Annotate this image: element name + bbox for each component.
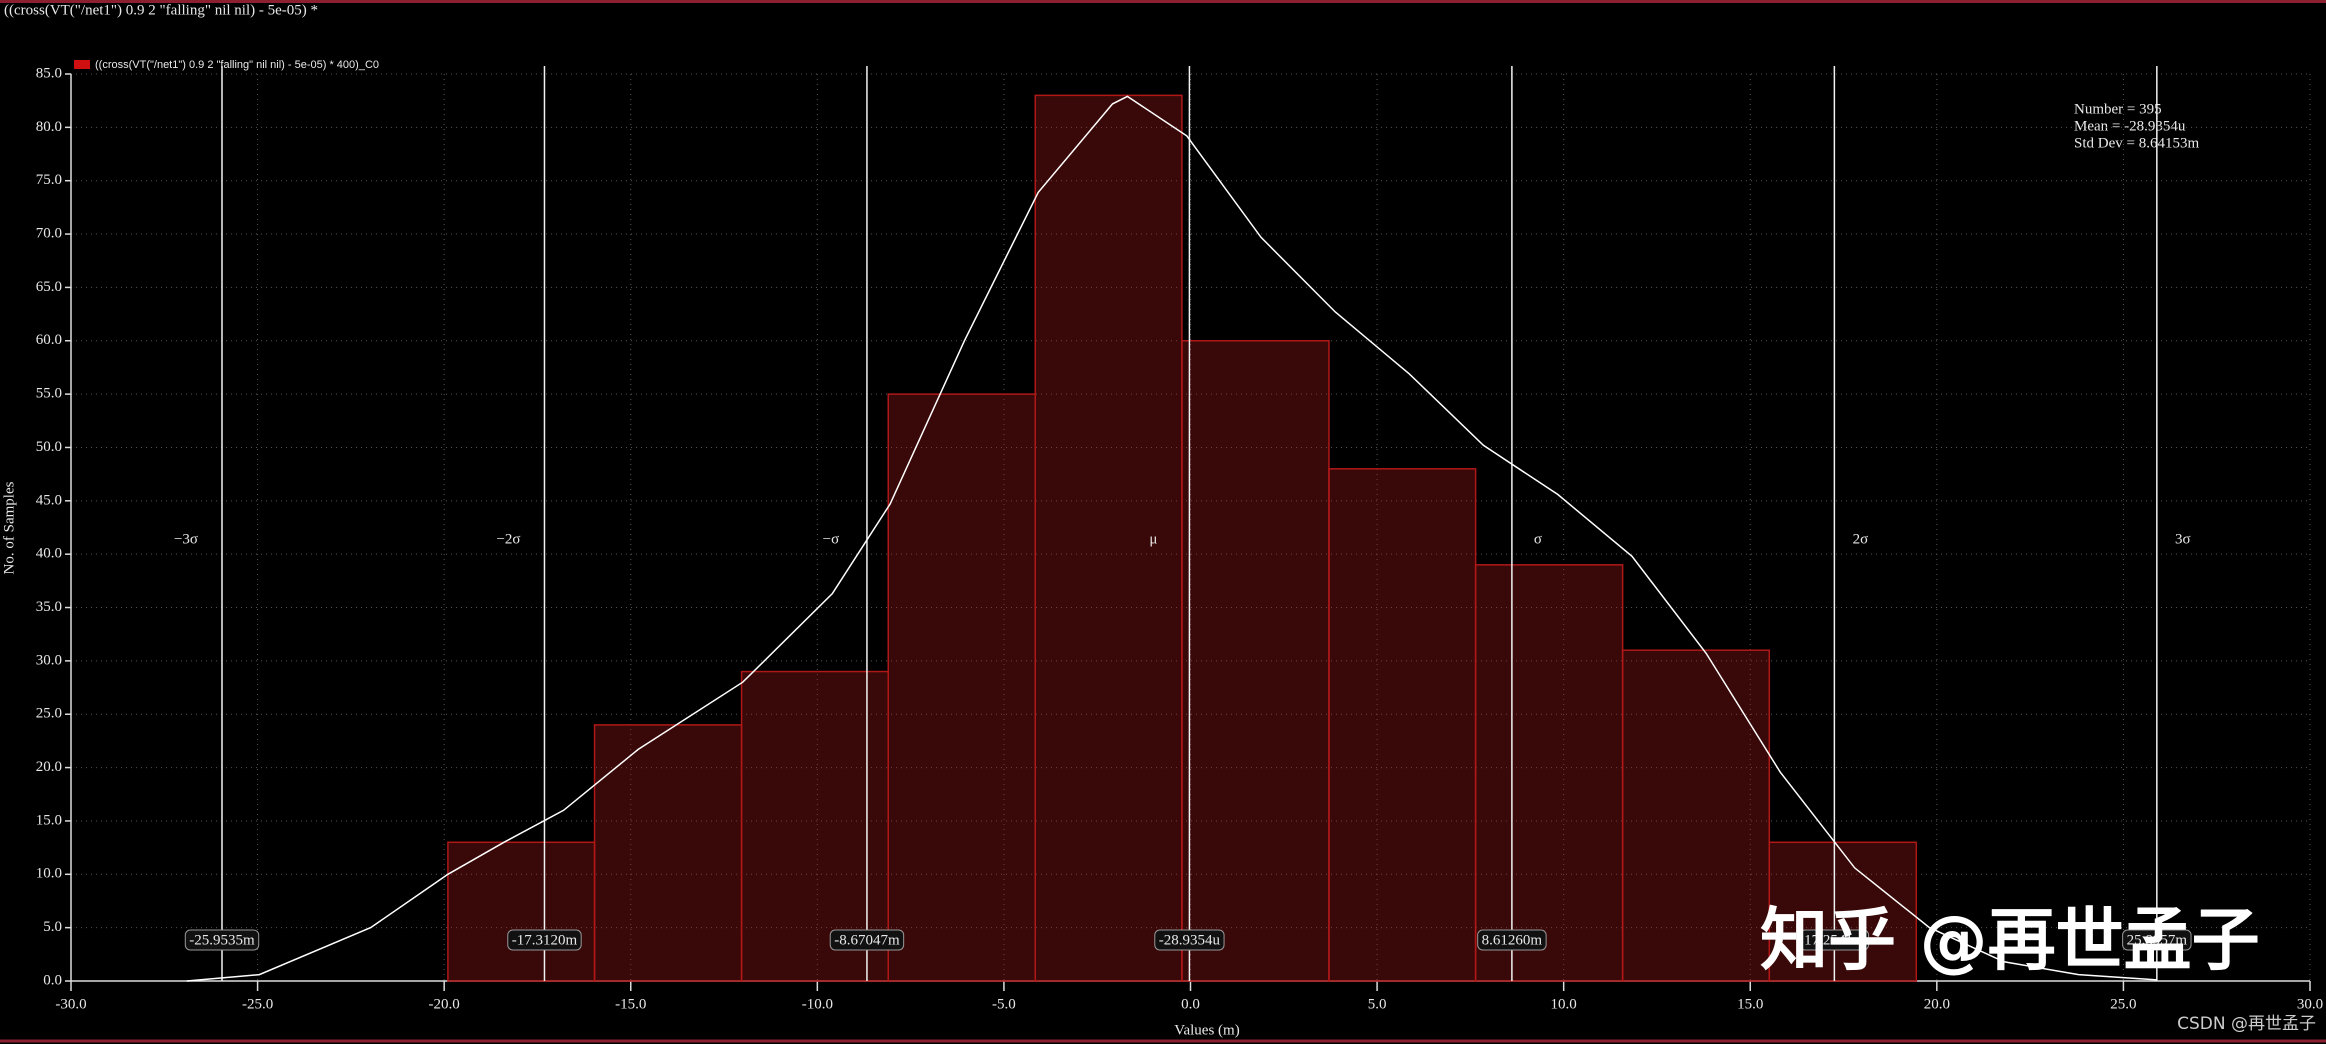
y-tick-label: 80.0 [36,119,62,135]
sigma-symbol: 2σ [1853,531,1869,547]
sigma-label-box [1799,929,1870,951]
sigma-symbol: −σ [823,531,840,547]
legend-label: ((cross(VT("/net1") 0.9 2 "falling" nil … [95,59,379,71]
y-tick-label: 70.0 [36,225,62,241]
bar [1034,94,1183,982]
bar [1621,649,1771,982]
sigma-label: -28.9354u [1154,929,1225,951]
x-tick-label: -5.0 [992,996,1016,1012]
x-tick-label: 30.0 [2297,996,2323,1012]
sigma-symbol: μ [1149,531,1157,547]
sigma-label-text: 25.8957m [2127,932,2188,948]
x-tick-label: -15.0 [615,996,646,1012]
sigma-label-box [829,929,905,951]
sigma-symbol: σ [1534,531,1542,547]
y-tick-label: 0.0 [43,972,62,988]
y-tick-label: 55.0 [36,386,62,402]
y-tick-label: 15.0 [36,812,62,828]
y-tick-label: 85.0 [36,65,62,81]
sigma-label-box [184,929,260,951]
watermark: CSDN @再世孟子 [2177,1014,2316,1034]
bar [447,841,596,982]
bar [1474,564,1624,982]
sigma-label-box [1477,929,1547,951]
x-tick-label: 0.0 [1181,996,1200,1012]
y-tick-label: 40.0 [36,546,62,562]
y-tick-label: 75.0 [36,172,62,188]
bar [1768,841,1918,982]
sigma-label: -17.3120m [507,929,582,951]
stat: Number = 395 [2074,101,2162,117]
x-tick-label: 25.0 [2110,996,2136,1012]
y-tick-label: 50.0 [36,439,62,455]
bar [740,670,889,982]
sigma-label-text: -25.9535m [189,932,255,948]
sigma-label-text: -8.67047m [834,932,900,948]
sigma-label-box [2122,929,2192,951]
sigma-label: 25.8957m [2122,929,2192,951]
bar [1181,340,1330,982]
bar [887,393,1037,982]
sigma-label-text: -28.9354u [1159,932,1221,948]
x-tick-label: -20.0 [429,996,460,1012]
watermark: 知乎 @再世孟子 [1760,902,2260,981]
stat: Mean = -28.9354u [2074,118,2186,134]
sigma-label: 8.61260m [1477,929,1547,951]
y-tick-label: 20.0 [36,759,62,775]
chart-title: ((cross(VT("/net1") 0.9 2 "falling" nil … [4,2,318,18]
y-tick-label: 25.0 [36,706,62,722]
sigma-label: 17.2541m [1799,929,1870,951]
bar [593,724,743,982]
legend-swatch [74,60,90,69]
x-tick-label: -30.0 [55,996,86,1012]
sigma-label-text: 8.61260m [1482,932,1543,948]
sigma-label-text: 17.2541m [1804,932,1865,948]
stat: Std Dev = 8.64153m [2074,135,2199,151]
sigma-label: -25.9535m [184,929,260,951]
sigma-label-text: -17.3120m [512,932,578,948]
sigma-symbol: −3σ [174,531,198,547]
x-tick-label: -10.0 [802,996,833,1012]
density-curve [186,95,2158,982]
sigma-label-box [507,929,582,951]
x-tick-label: -25.0 [242,996,273,1012]
sigma-symbol: 3σ [2175,531,2191,547]
y-tick-label: 60.0 [36,332,62,348]
plot-area: 0.0 5.0 10.0 15.0 20.0 25.0 30.0 35.0 40.0 45.0 50… [36,65,2323,1012]
y-tick-label: 65.0 [36,279,62,295]
y-axis-label: No. of Samples [1,481,17,574]
y-tick-label: 10.0 [36,866,62,882]
sigma-symbol: −2σ [496,531,520,547]
sigma-label: -8.67047m [829,929,905,951]
y-tick-label: 30.0 [36,652,62,668]
x-axis-label: Values (m) [1174,1022,1239,1038]
y-tick-label: 35.0 [36,599,62,615]
y-tick-label: 45.0 [36,492,62,508]
x-tick-label: 20.0 [1924,996,1950,1012]
x-tick-label: 15.0 [1737,996,1763,1012]
sigma-label-box [1154,929,1225,951]
x-tick-label: 10.0 [1551,996,1577,1012]
bar [1328,468,1477,982]
y-tick-label: 5.0 [43,919,62,935]
x-tick-label: 5.0 [1368,996,1387,1012]
